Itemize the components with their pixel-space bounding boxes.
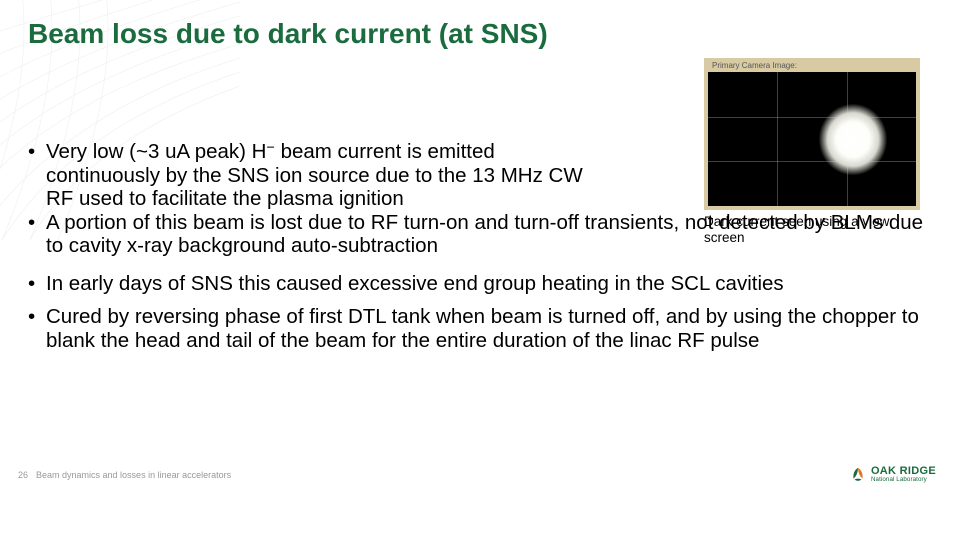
content: Very low (~3 uA peak) H− beam current is… — [28, 140, 932, 353]
bullet-1: Very low (~3 uA peak) H− beam current is… — [28, 140, 608, 211]
leaf-icon — [849, 466, 867, 484]
slide: Beam loss due to dark current (at SNS) P… — [0, 0, 960, 540]
footer: 26 Beam dynamics and losses in linear acc… — [18, 470, 231, 480]
footer-text: Beam dynamics and losses in linear accel… — [36, 470, 231, 480]
bullet-2: A portion of this beam is lost due to RF… — [28, 211, 932, 258]
logo-sub: National Laboratory — [871, 477, 936, 483]
lab-logo: OAK RIDGE National Laboratory — [849, 466, 936, 484]
logo-text: OAK RIDGE National Laboratory — [871, 466, 936, 483]
bullet-list: Very low (~3 uA peak) H− beam current is… — [28, 140, 932, 353]
image-frame-label: Primary Camera Image: — [712, 61, 797, 70]
bullet-3: In early days of SNS this caused excessi… — [28, 272, 932, 296]
page-number: 26 — [18, 470, 28, 480]
slide-title: Beam loss due to dark current (at SNS) — [28, 18, 932, 50]
bullet-4: Cured by reversing phase of first DTL ta… — [28, 305, 932, 352]
bullet-1-pre: Very low (~3 uA peak) H — [46, 140, 267, 163]
bullet-1-sup: − — [267, 140, 275, 156]
